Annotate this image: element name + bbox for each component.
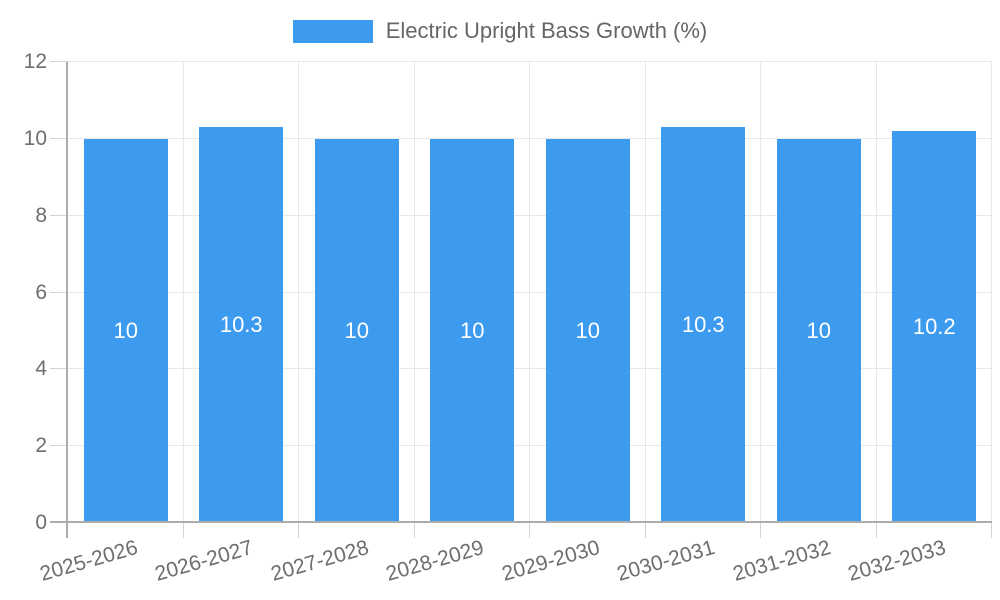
chart-legend-item[interactable]: Electric Upright Bass Growth (%) xyxy=(0,18,1000,44)
y-axis-tick-label: 10 xyxy=(23,126,47,150)
x-tick-mark xyxy=(760,523,761,538)
y-tick-mark xyxy=(50,137,68,139)
bar-value-label: 10.3 xyxy=(219,312,263,338)
bar[interactable] xyxy=(892,131,977,523)
y-axis-line xyxy=(66,62,68,538)
bar-value-label: 10 xyxy=(113,317,138,343)
bar[interactable] xyxy=(545,138,630,523)
h-gridline xyxy=(68,137,992,139)
h-gridline xyxy=(68,368,992,370)
y-tick-mark xyxy=(50,445,68,447)
bar-value-label: 10 xyxy=(344,317,369,343)
v-gridline xyxy=(529,62,530,523)
x-tick-mark xyxy=(875,523,877,538)
x-tick-mark xyxy=(529,523,530,538)
x-axis-line xyxy=(50,521,992,523)
h-gridline xyxy=(68,61,992,62)
x-tick-mark xyxy=(413,523,415,538)
y-tick-mark xyxy=(50,368,68,370)
y-axis-tick-label: 4 xyxy=(35,357,47,381)
x-tick-mark xyxy=(991,523,992,538)
bar-value-label: 10.3 xyxy=(681,312,725,338)
v-gridline xyxy=(875,62,877,523)
v-gridline xyxy=(182,62,184,523)
bar[interactable] xyxy=(314,138,399,523)
bar[interactable] xyxy=(776,138,861,523)
y-axis-tick-label: 8 xyxy=(35,203,47,227)
bar[interactable] xyxy=(430,138,515,523)
y-axis-tick-label: 0 xyxy=(35,511,47,534)
v-gridline xyxy=(991,62,992,523)
bar-value-label: 10.2 xyxy=(912,314,956,340)
y-tick-mark xyxy=(50,61,68,62)
h-gridline xyxy=(68,214,992,216)
bar[interactable] xyxy=(199,127,284,523)
v-gridline xyxy=(298,62,299,523)
legend-swatch xyxy=(292,19,373,43)
x-tick-mark xyxy=(644,523,646,538)
v-gridline xyxy=(644,62,646,523)
bar-value-label: 10 xyxy=(806,317,831,343)
bar[interactable] xyxy=(83,138,168,523)
v-gridline xyxy=(413,62,415,523)
y-axis-tick-label: 2 xyxy=(35,434,47,458)
x-tick-mark xyxy=(182,523,184,538)
legend-label: Electric Upright Bass Growth (%) xyxy=(385,18,708,43)
y-axis-tick-label: 6 xyxy=(35,280,47,304)
y-tick-mark xyxy=(50,214,68,216)
h-gridline xyxy=(68,291,992,293)
x-tick-mark xyxy=(298,523,299,538)
bar-value-label: 10 xyxy=(460,317,485,343)
bar-value-label: 10 xyxy=(575,317,600,343)
y-tick-mark xyxy=(50,291,68,293)
bar[interactable] xyxy=(661,127,746,523)
y-axis-tick-label: 12 xyxy=(23,50,47,73)
h-gridline xyxy=(68,445,992,447)
v-gridline xyxy=(760,62,761,523)
